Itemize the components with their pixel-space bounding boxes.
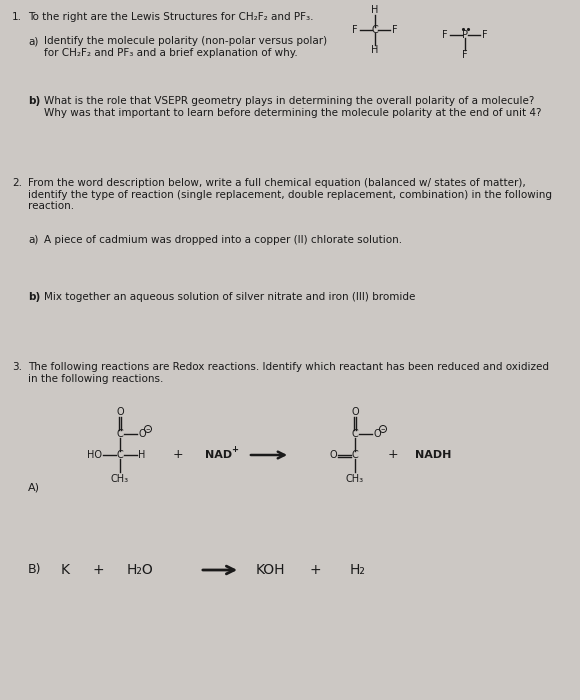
Text: CH₃: CH₃ [346,474,364,484]
Text: C: C [117,429,124,439]
Text: −: − [146,426,150,431]
Text: KOH: KOH [255,563,285,577]
Text: +: + [92,563,104,577]
Text: C: C [351,450,358,460]
Text: C: C [117,450,124,460]
Text: P: P [462,30,468,40]
Text: 2.: 2. [12,178,22,188]
Text: 3.: 3. [12,362,22,372]
Text: H: H [371,45,379,55]
Text: O: O [116,407,124,417]
Text: From the word description below, write a full chemical equation (balanced w/ sta: From the word description below, write a… [28,178,552,211]
Text: What is the role that VSEPR geometry plays in determining the overall polarity o: What is the role that VSEPR geometry pla… [44,96,542,118]
Text: C: C [351,429,358,439]
Text: NAD: NAD [205,450,232,460]
Text: B): B) [28,564,42,577]
Text: A): A) [28,483,40,493]
Text: a): a) [28,36,38,46]
Text: +: + [231,445,238,454]
Text: a): a) [28,235,38,245]
Text: O: O [329,450,337,460]
Text: +: + [387,449,398,461]
Text: b): b) [28,292,40,302]
Text: O: O [373,429,381,439]
Text: b): b) [28,96,40,106]
Text: F: F [482,30,488,40]
Text: HO: HO [88,450,103,460]
Text: H: H [371,5,379,15]
Text: NADH: NADH [415,450,451,460]
Text: +: + [309,563,321,577]
Text: F: F [392,25,398,35]
Text: H: H [138,450,146,460]
Text: F: F [462,50,468,60]
Text: +: + [173,449,183,461]
Text: O: O [138,429,146,439]
Text: O: O [351,407,359,417]
Text: H₂O: H₂O [126,563,153,577]
Text: Mix together an aqueous solution of silver nitrate and iron (III) bromide: Mix together an aqueous solution of silv… [44,292,415,302]
Text: To the right are the Lewis Structures for CH₂F₂ and PF₃.: To the right are the Lewis Structures fo… [28,12,314,22]
Text: A piece of cadmium was dropped into a copper (II) chlorate solution.: A piece of cadmium was dropped into a co… [44,235,402,245]
Text: C: C [372,25,378,35]
Text: 1.: 1. [12,12,22,22]
Text: F: F [442,30,448,40]
Text: The following reactions are Redox reactions. Identify which reactant has been re: The following reactions are Redox reacti… [28,362,549,384]
Text: K: K [60,563,70,577]
Text: F: F [352,25,358,35]
Text: CH₃: CH₃ [111,474,129,484]
Text: Identify the molecule polarity (non-polar versus polar)
for CH₂F₂ and PF₃ and a : Identify the molecule polarity (non-pola… [44,36,327,57]
Text: −: − [380,426,385,431]
Text: H₂: H₂ [350,563,366,577]
